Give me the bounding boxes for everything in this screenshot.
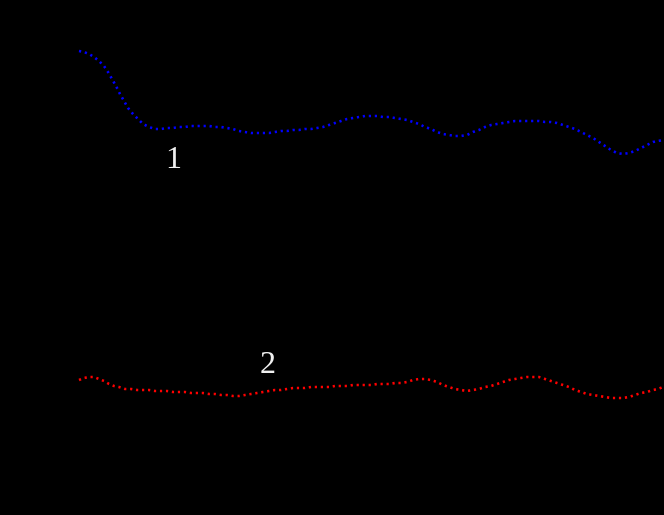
series-1-label: 1	[166, 139, 182, 175]
series-2-line	[78, 375, 664, 400]
series-2-label: 2	[260, 344, 276, 380]
